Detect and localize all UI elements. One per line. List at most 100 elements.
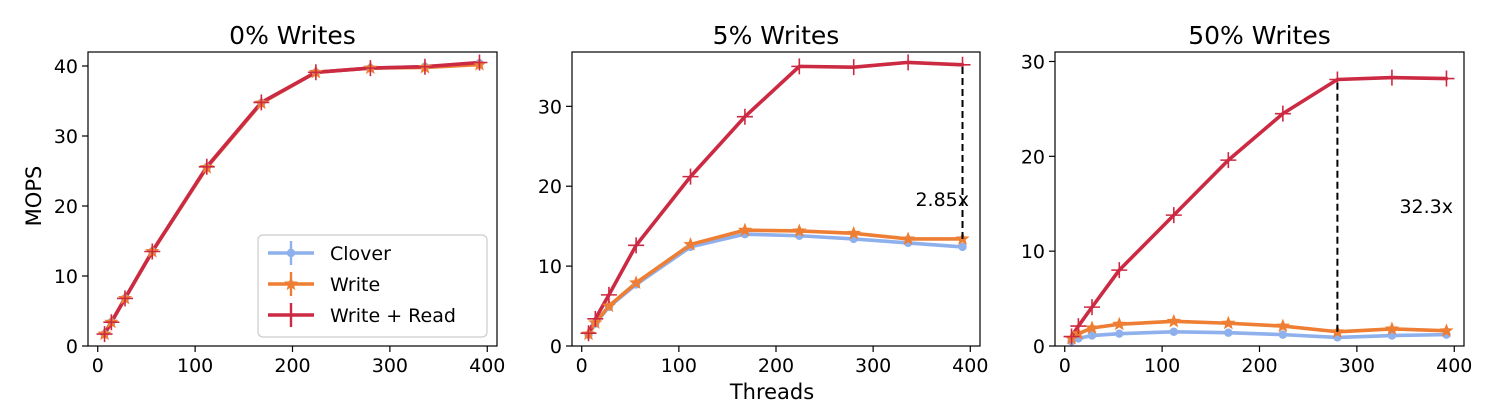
- legend-marker: [286, 248, 296, 258]
- data-point: [117, 290, 134, 307]
- data-point: [1439, 323, 1454, 337]
- x-tick-label: 100: [1144, 355, 1180, 377]
- legend-entry: Clover: [268, 241, 391, 265]
- y-tick-label: 0: [550, 336, 562, 358]
- x-tick-label: 100: [661, 355, 697, 377]
- data-point: [1274, 105, 1291, 122]
- x-tick-label: 200: [274, 355, 310, 377]
- ratio-annotation: 2.85x: [915, 189, 969, 211]
- y-tick-label: 0: [66, 336, 78, 358]
- data-point: [792, 223, 807, 238]
- legend-entry: Write: [268, 272, 380, 296]
- y-tick-label: 40: [54, 56, 78, 78]
- data-point: [253, 94, 270, 111]
- data-point: [144, 243, 161, 260]
- series-line-write: [586, 228, 965, 336]
- legend-marker: [283, 307, 299, 323]
- data-point: [96, 326, 113, 343]
- x-tick-label: 0: [576, 355, 588, 377]
- panel-1: 0% Writes 0 100 200 300 400 0 10 20 30 40: [54, 21, 506, 377]
- data-point: [1221, 315, 1236, 330]
- y-tick-label: 30: [538, 96, 562, 118]
- data-point: [601, 298, 617, 313]
- data-point: [958, 242, 967, 252]
- x-tick-label: 300: [372, 355, 408, 377]
- legend-label: Write: [330, 274, 380, 296]
- y-tick-label: 10: [538, 256, 562, 278]
- data-point: [1084, 320, 1100, 335]
- legend-frame: [257, 234, 488, 338]
- x-tick-label: 300: [1339, 355, 1375, 377]
- panel-2: 5% Writes 2.85x 0 100 200 300 400 0 10 20 30: [538, 21, 989, 377]
- series-line-write-read: [1069, 75, 1449, 339]
- data-point: [1115, 329, 1124, 338]
- y-tick-label: 20: [54, 196, 78, 218]
- series-line-write-read: [102, 60, 482, 336]
- x-tick-label: 200: [758, 355, 794, 377]
- data-point: [628, 275, 644, 289]
- data-point: [900, 231, 916, 246]
- data-point: [1169, 327, 1179, 336]
- data-point: [682, 168, 699, 185]
- data-point: [1087, 331, 1097, 340]
- x-tick-label: 0: [1059, 355, 1071, 377]
- y-tick-label: 30: [54, 126, 78, 148]
- data-point: [1166, 313, 1181, 328]
- data-point: [1070, 318, 1087, 335]
- data-point: [1165, 207, 1182, 224]
- data-point: [1438, 70, 1455, 87]
- x-tick-label: 400: [952, 355, 988, 377]
- data-point: [1063, 328, 1080, 345]
- data-point: [737, 222, 753, 237]
- x-axis-label: Threads: [729, 380, 814, 400]
- data-point: [1111, 262, 1128, 279]
- x-tick-label: 300: [855, 355, 891, 377]
- y-tick-label: 20: [1021, 146, 1045, 168]
- data-point: [1383, 69, 1400, 86]
- data-point: [471, 54, 488, 71]
- series-line-clover: [1069, 329, 1449, 344]
- series-line-write: [1069, 319, 1449, 341]
- data-point: [580, 325, 597, 342]
- data-point: [307, 64, 324, 81]
- data-point: [846, 225, 861, 240]
- data-point: [1384, 321, 1400, 335]
- series-line-write-read: [586, 60, 965, 336]
- data-point: [736, 108, 753, 125]
- y-axis-label: MOPS: [22, 166, 46, 227]
- data-point: [416, 58, 433, 75]
- legend-marker: [283, 276, 299, 291]
- y-tick-label: 0: [1033, 336, 1045, 358]
- panel-title: 0% Writes: [229, 21, 356, 50]
- y-tick-label: 20: [538, 176, 562, 198]
- data-point: [791, 58, 808, 75]
- data-point: [900, 54, 917, 71]
- series-line-clover: [586, 232, 965, 337]
- y-tick-label: 10: [54, 266, 78, 288]
- x-tick-label: 200: [1241, 355, 1277, 377]
- data-point: [600, 286, 617, 303]
- x-tick-label: 0: [92, 355, 104, 377]
- x-tick-label: 400: [1436, 355, 1472, 377]
- ratio-annotation: 32.3x: [1399, 196, 1453, 218]
- panel-3: 50% Writes 32.3x 0 100 200 300 400 0 10 20 30: [1021, 21, 1473, 377]
- legend-entry: Write + Read: [268, 303, 456, 327]
- legend: Clover Write Write + Read: [257, 234, 488, 338]
- data-point: [587, 310, 604, 327]
- data-point: [683, 237, 698, 251]
- data-point: [1224, 328, 1233, 337]
- y-tick-label: 10: [1021, 241, 1045, 263]
- data-point: [103, 314, 120, 331]
- data-point: [628, 237, 645, 254]
- data-point: [1220, 152, 1237, 169]
- panel-title: 5% Writes: [713, 21, 840, 50]
- legend-label: Clover: [330, 243, 391, 265]
- data-point: [362, 60, 379, 77]
- x-tick-label: 400: [469, 355, 505, 377]
- data-point: [1084, 299, 1100, 316]
- data-point: [1275, 318, 1290, 333]
- data-point: [845, 59, 862, 76]
- data-point: [1112, 316, 1127, 331]
